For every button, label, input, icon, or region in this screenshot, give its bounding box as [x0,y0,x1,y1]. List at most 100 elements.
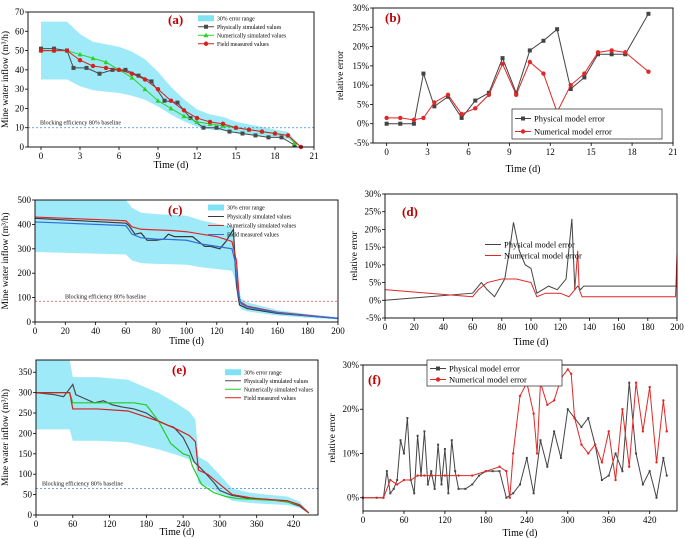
panel-a-point-field-measured-values-2 [64,48,70,53]
panel-f-point-numerical-model-error-7 [423,474,426,477]
panel-b-xtick-label-3: 9 [507,147,512,157]
panel-a-xtick-label-4: 12 [193,151,202,161]
panel-f-point-numerical-model-error-23 [552,399,556,402]
panel-a-legend-label-physically-simulated-values: Physically simulated values [217,25,282,31]
panel-b-legend-marker-physical-model-error [521,116,525,121]
panel-b-point-numerical-model-error-14 [568,82,573,88]
panel-d-ytick-label-7: 30% [365,189,382,199]
panel-b-point-numerical-model-error-4 [432,100,437,105]
panel-b-point-physical-model-error-12 [541,38,546,43]
panel-b-series-numerical-model-error [384,48,651,123]
panel-b-panel-label: (b) [385,10,401,25]
panel-f-point-physical-model-error-16 [430,470,433,473]
panel-e-legend-label-30-error-range: 30% error range [244,370,282,376]
panel-f-legend-label-numerical-model-error: Numerical model error [449,374,527,384]
panel-a-plot-frame [27,11,315,148]
panel-e-series-numerically-simulated-values [36,392,310,514]
panel-b-point-numerical-model-error-9 [500,61,505,67]
panel-b-ylabel: relative error [336,50,346,100]
panel-e-baseline-label: Blocking efficiency 80% baseline [42,480,123,487]
panel-f-chart: 0 60 120 180 240 300 360 420 0% 10% 20% 30% Time (d)… [328,359,678,539]
panel-f-point-physical-model-error-25 [464,487,467,490]
panel-d-ytick-label-2: 5% [369,278,382,288]
panel-a-point-field-measured-values-1 [51,48,57,53]
panel-f-point-numerical-model-error-31 [600,461,604,464]
panel-a-xtick-label-1: 3 [78,151,83,161]
panel-d-xtick-label-3: 60 [468,322,478,332]
panel-f-point-numerical-model-error-29 [587,452,590,455]
panel-c-legend-label-physically-simulated-values: Physically simulated values [227,215,292,221]
panel-c-xtick-label-8: 160 [271,326,285,336]
panel-b-point-physical-model-error-13 [555,27,560,32]
panel-e-legend-label-field-measured-values: Field measured values [244,396,297,402]
panel-b-point-numerical-model-error-5 [445,92,451,97]
panel-f-point-numerical-model-error-5 [409,478,412,482]
panel-d-ytick-label-4: 15% [365,242,382,252]
panel-f-point-physical-model-error-20 [443,448,446,451]
panel-a-legend-marker-physically-simulated-values [204,24,208,29]
panel-f-point-numerical-model-error-33 [614,478,617,482]
panel-f-point-physical-model-error-19 [440,483,443,486]
panel-a-point-physically-simulated-values-19 [279,135,284,140]
panel-f-point-numerical-model-error-3 [395,483,399,486]
panel-f-point-physical-model-error-52 [648,470,651,473]
panel-a-error-band [41,21,301,148]
panel-b-ytick-label-6: 25% [353,22,370,32]
panel-c-xtick-label-1: 20 [61,326,71,336]
panel-b-ytick-label-7: 30% [353,3,370,13]
panel-a-point-physically-simulated-values-12 [188,116,193,121]
panel-f-point-physical-model-error-26 [471,483,474,486]
panel-f-xtick-label-4: 240 [520,515,534,525]
panel-e-xtick-label-3: 180 [140,519,154,529]
panel-f-point-physical-model-error-45 [600,479,603,482]
panel-a-point-field-measured-values-12 [194,115,200,121]
panel-f-point-physical-model-error-53 [655,496,658,499]
panel-e-legend: 30% error range Physically simulated valu… [225,369,314,402]
panel-c-xtick-label-2: 40 [91,326,101,336]
panel-f-point-numerical-model-error-38 [648,385,651,389]
panel-c-line-physically-simulated-values [34,217,339,319]
panel-d-line-physical-model-error [384,218,677,301]
panel-f-point-physical-model-error-31 [505,496,508,499]
panel-f-point-numerical-model-error-6 [416,474,419,477]
panel-f-point-numerical-model-error-19 [532,412,535,415]
panel-e-line-numerically-simulated-values [36,392,310,514]
panel-b-point-physical-model-error-15 [582,75,587,80]
panel-f-point-physical-model-error-4 [389,492,392,495]
panel-a-point-numerically-simulated-values-3 [77,51,83,57]
panel-c-legend-label-30-error-range: 30% error range [227,206,265,212]
panel-f-point-physical-model-error-55 [665,474,668,477]
panel-f-point-physical-model-error-27 [478,474,481,477]
panel-a-point-numerically-simulated-values-20 [292,140,297,146]
panel-e-xtick-label-5: 300 [213,519,227,529]
panel-d-xtick-label-10: 200 [670,322,684,332]
panel-e-series-field-measured-values [36,392,310,514]
panel-f-point-numerical-model-error-14 [505,469,508,473]
panel-b-ytick-label-1: 0% [357,119,370,129]
panel-b-ytick-label-0: -5% [354,138,369,148]
panel-a-point-field-measured-values-19 [285,133,291,138]
panel-a-ytick-label-2: 20 [15,103,25,113]
panel-f-ytick-label-2: 20% [343,404,360,414]
panel-b-ytick-label-3: 10% [353,80,370,90]
panel-a-point-field-measured-values-15 [233,125,239,130]
panel-e-plot-frame [35,359,319,516]
panel-f-point-physical-model-error-46 [607,474,610,477]
panel-e-xtick-label-6: 360 [250,519,264,529]
panel-d-ytick-label-3: 10% [365,260,382,270]
panel-f-point-physical-model-error-21 [447,492,450,495]
panel-a-point-physically-simulated-values-5 [97,71,102,76]
panel-f-point-physical-model-error-37 [546,465,549,468]
panel-f-point-physical-model-error-11 [413,492,416,495]
panel-b-line-physical-model-error [386,13,649,125]
panel-a-point-field-measured-values-3 [77,58,83,63]
panel-f-point-numerical-model-error-9 [443,474,447,477]
panel-b-point-physical-model-error-17 [609,52,614,57]
panel-f-point-physical-model-error-15 [426,483,429,486]
panel-c-ytick-label-0: 0 [27,317,32,327]
panel-f-xtick-label-1: 60 [399,515,409,525]
panel-e-legend-label-numerically-simulated-values: Numerically simulated values [244,387,314,393]
panel-f-point-numerical-model-error-15 [508,496,511,499]
panel-f-point-numerical-model-error-13 [498,465,501,468]
